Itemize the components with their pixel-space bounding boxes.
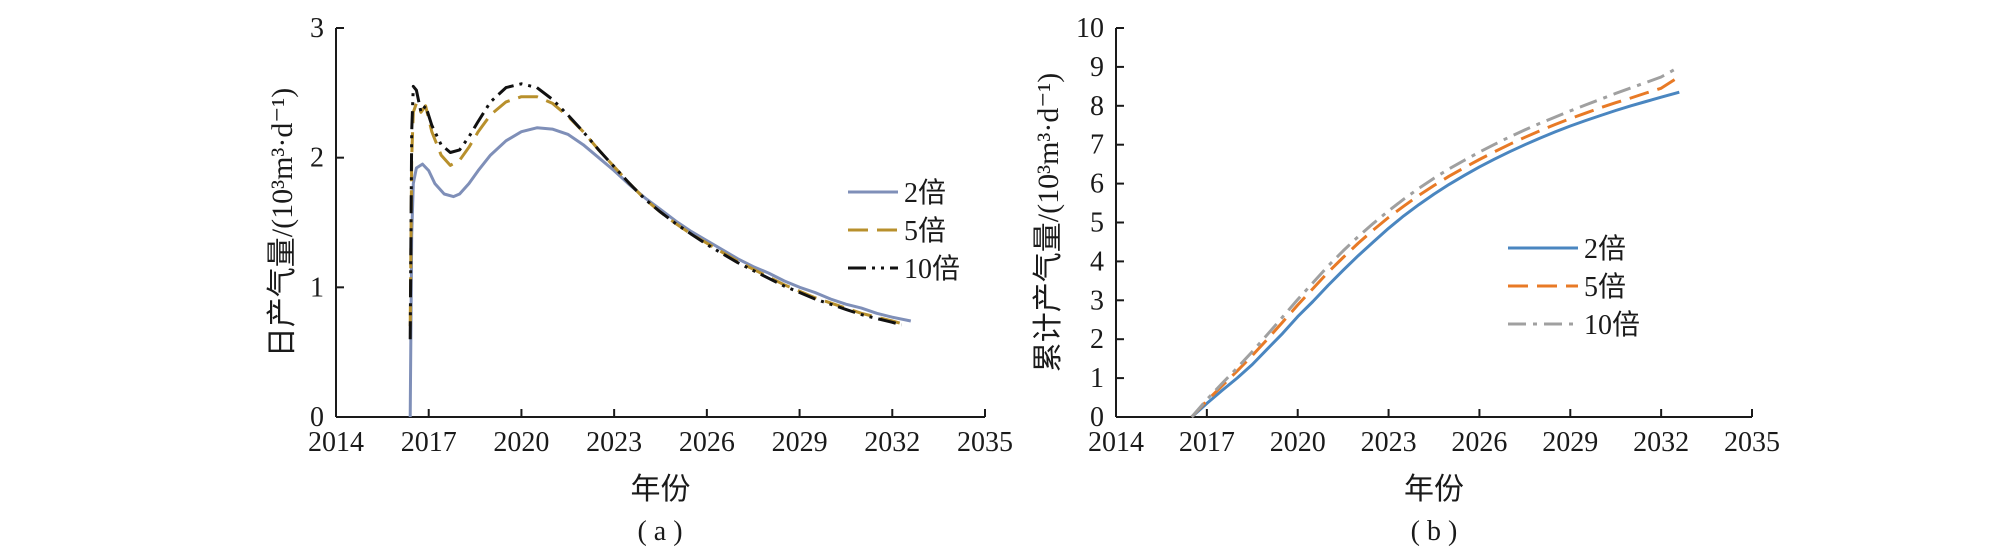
x-tick-label: 2032 (864, 427, 920, 458)
x-tick-label: 2014 (1088, 427, 1144, 458)
x-tick-label: 2035 (957, 427, 1013, 458)
x-tick-label: 2020 (493, 427, 549, 458)
series-line-1 (1190, 90, 1680, 419)
legend-label: 5倍 (904, 215, 946, 247)
y-tick-label: 9 (1090, 52, 1104, 83)
y-tick-label: 2 (310, 143, 324, 174)
y-tick-label: 1 (1090, 363, 1104, 394)
y-axis-title: 日产气量/(10³m³·d⁻¹) (266, 88, 299, 357)
x-tick-label: 2017 (401, 427, 457, 458)
x-tick-label: 2023 (1361, 427, 1417, 458)
series-line-1 (408, 126, 912, 418)
chart-panel-b: 2014 2017 2020 2023 2026 2029 2032 2035 0 1 2 3 4 5 6 7… (1032, 13, 1780, 547)
x-tick-label: 2029 (1542, 427, 1598, 458)
y-tick-label: 2 (1090, 324, 1104, 355)
legend-label: 2倍 (904, 177, 946, 209)
legend-label: 2倍 (1584, 233, 1626, 265)
x-tick-label: 2014 (308, 427, 364, 458)
x-tick-label: 2020 (1270, 427, 1326, 458)
y-tick-label: 1 (310, 272, 324, 303)
panel-label: ( b ) (1411, 516, 1458, 547)
x-tick-label: 2017 (1179, 427, 1235, 458)
y-tick-label: 0 (310, 402, 324, 433)
x-tick-label: 2029 (772, 427, 828, 458)
y-tick-label: 0 (1090, 402, 1104, 433)
x-tick-label: 2023 (586, 427, 642, 458)
y-axis-title: 累计产气量/(10³m³·d⁻¹) (1032, 73, 1065, 372)
y-tick-label: 3 (310, 13, 324, 44)
y-tick-label: 7 (1090, 130, 1104, 161)
x-tick-label: 2026 (1451, 427, 1507, 458)
series-line-3 (408, 82, 903, 340)
x-axis-title: 年份 (631, 473, 691, 506)
y-tick-label: 8 (1090, 91, 1104, 122)
panel-label: ( a ) (637, 516, 682, 547)
x-tick-label: 2035 (1724, 427, 1780, 458)
y-tick-label: 5 (1090, 208, 1104, 239)
y-tick-label: 10 (1076, 13, 1104, 44)
series-line-2 (1190, 75, 1681, 419)
series-line-3 (1190, 65, 1681, 418)
x-tick-label: 2032 (1633, 427, 1689, 458)
legend-label: 5倍 (1584, 271, 1626, 303)
y-tick-label: 3 (1090, 285, 1104, 316)
y-tick-label: 6 (1090, 169, 1104, 200)
legend-label: 10倍 (904, 253, 960, 285)
x-tick-label: 2026 (679, 427, 735, 458)
chart-panel-a: 2014 2017 2020 2023 2026 2029 2032 2035 0 1 2 3 2倍 5倍… (266, 13, 1013, 547)
y-tick-label: 4 (1090, 246, 1104, 277)
legend-label: 10倍 (1584, 309, 1640, 341)
x-axis-title: 年份 (1404, 473, 1464, 506)
series-line-2 (408, 95, 903, 327)
